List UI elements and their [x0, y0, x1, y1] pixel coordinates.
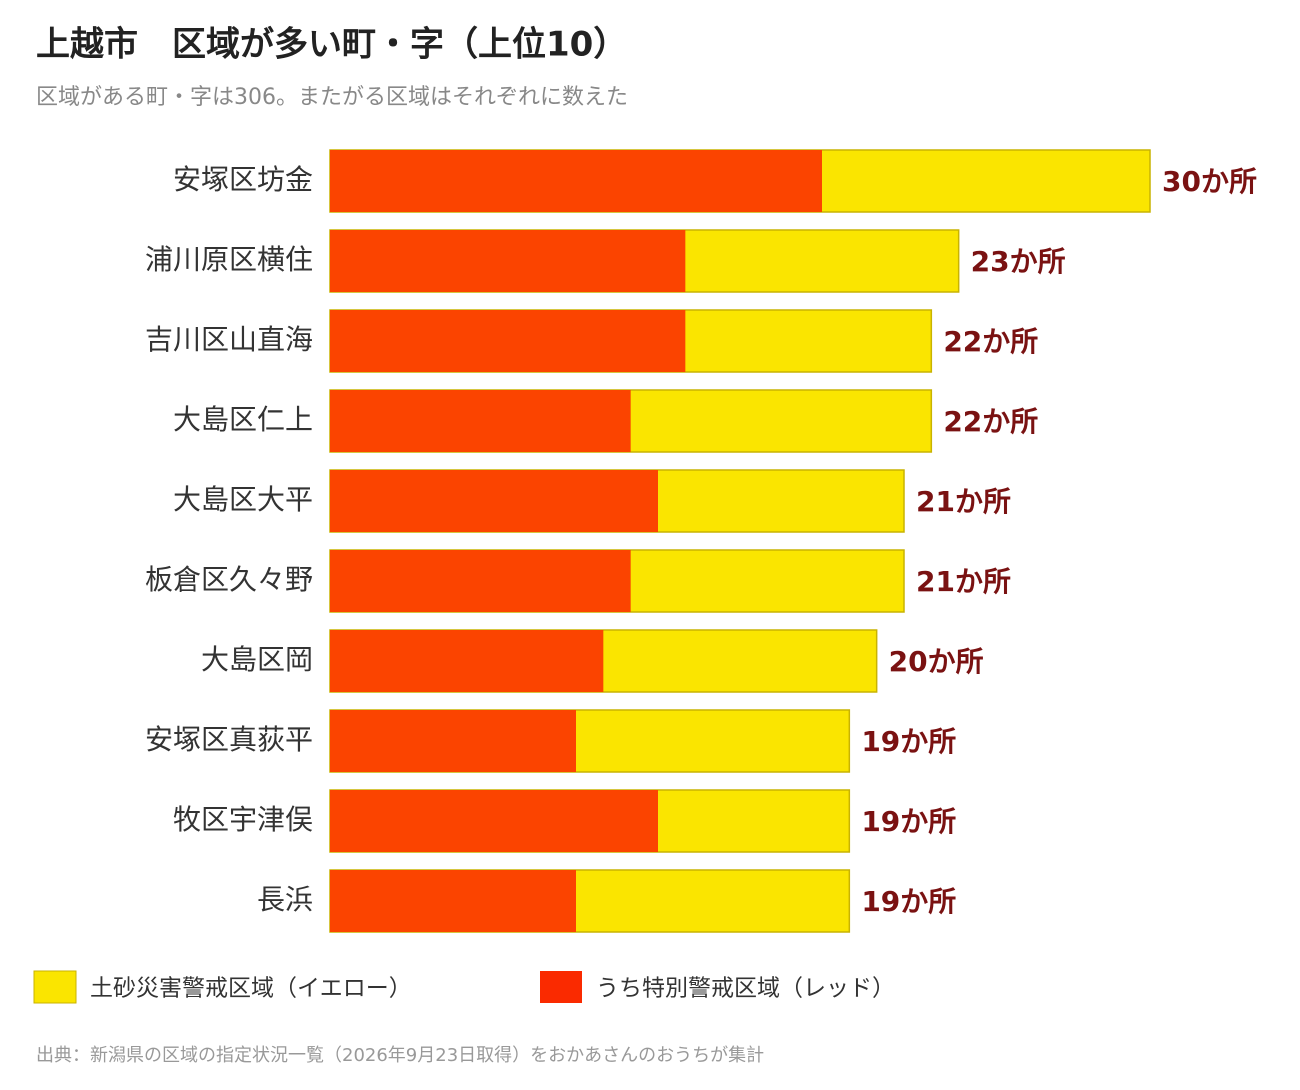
bar [330, 310, 686, 372]
bar [330, 230, 686, 292]
y-tick-label: 牧区宇津俣 [173, 803, 313, 836]
y-tick-label: 板倉区久々野 [145, 563, 313, 596]
value-label: 21か所 [916, 565, 1011, 598]
value-label: 21か所 [916, 485, 1011, 518]
y-tick-label: 大島区岡 [201, 643, 313, 676]
bar [330, 390, 631, 452]
value-label: 19か所 [861, 805, 956, 838]
value-label: 22か所 [943, 325, 1038, 358]
legend-swatch [33, 970, 77, 1004]
bar [330, 470, 658, 532]
y-tick-label: 長浜 [257, 883, 313, 916]
value-label: 19か所 [861, 885, 956, 918]
legend-swatch [540, 971, 582, 1003]
y-tick-label: 安塚区真荻平 [145, 723, 313, 756]
value-label: 20か所 [889, 645, 984, 678]
bar [330, 790, 658, 852]
y-tick-label: 浦川原区横住 [145, 243, 313, 276]
value-label: 23か所 [971, 245, 1066, 278]
y-tick-label: 安塚区坊金 [173, 163, 313, 196]
bar [330, 550, 631, 612]
y-tick-label: 吉川区山直海 [145, 323, 313, 356]
bar [330, 710, 576, 772]
chart-title: 上越市 区域が多い町・字（上位10） [36, 25, 627, 65]
value-label: 22か所 [943, 405, 1038, 438]
source-note: 出典：新潟県の区域の指定状況一覧（2026年9月23日取得）をおかあさんのおうち… [36, 1045, 764, 1066]
bar [330, 630, 604, 692]
chart-subtitle: 区域がある町・字は306。またがる区域はそれぞれに数えた [36, 85, 628, 110]
bar [330, 870, 576, 932]
legend-label: 土砂災害警戒区域（イエロー） [90, 976, 412, 1002]
y-tick-label: 大島区大平 [173, 483, 313, 516]
bar [330, 150, 822, 212]
y-tick-label: 大島区仁上 [173, 403, 313, 436]
value-label: 30か所 [1162, 165, 1257, 198]
value-label: 19か所 [861, 725, 956, 758]
legend-label: うち特別警戒区域（レッド） [596, 976, 895, 1002]
